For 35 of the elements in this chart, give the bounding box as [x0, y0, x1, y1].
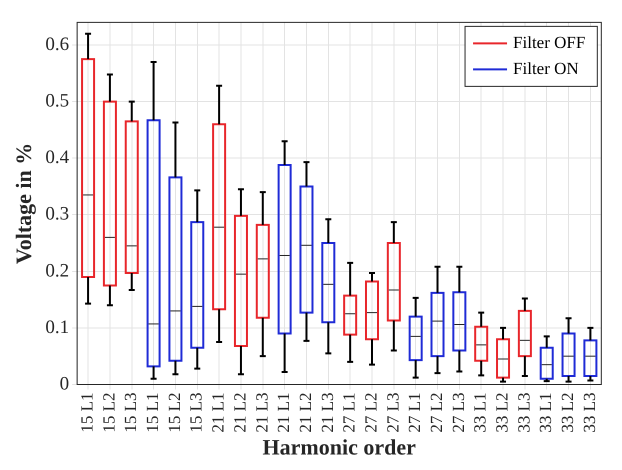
x-tick-label: 15 L3	[121, 392, 140, 433]
x-tick-label: 33 L3	[514, 392, 534, 433]
x-tick-label: 33 L1	[470, 392, 490, 433]
y-tick-label: 0.1	[45, 316, 70, 338]
x-tick-label: 33 L2	[492, 392, 512, 433]
x-tick-label: 15 L2	[99, 392, 118, 433]
x-tick-label: 21 L2	[230, 392, 250, 433]
legend-label: Filter OFF	[513, 32, 586, 52]
x-tick-label: 27 L3	[448, 392, 468, 433]
x-tick-label: 15 L2	[164, 392, 184, 433]
x-tick-label: 33 L2	[558, 392, 578, 433]
y-tick-label: 0.4	[45, 147, 70, 168]
x-tick-label: 33 L1	[536, 392, 556, 433]
x-tick-label: 27 L1	[340, 392, 359, 433]
x-tick-label: 27 L3	[383, 392, 402, 433]
x-tick-label: 21 L3	[318, 392, 337, 433]
x-tick-label: 21 L3	[252, 392, 272, 433]
y-tick-label: 0.3	[45, 204, 70, 225]
x-tick-label: 15 L1	[143, 392, 162, 433]
x-tick-label: 21 L1	[208, 392, 228, 433]
x-tick-label: 27 L1	[405, 392, 424, 433]
y-axis-title: Voltage in %	[10, 142, 36, 264]
x-tick-label: 21 L1	[274, 392, 294, 433]
y-tick-label: 0.2	[45, 260, 70, 282]
x-tick-label: 33 L3	[580, 392, 599, 433]
x-tick-label: 27 L2	[426, 392, 446, 433]
x-tick-label: 21 L2	[296, 392, 315, 433]
x-axis-title: Harmonic order	[262, 434, 416, 460]
y-tick-label: 0	[60, 373, 70, 394]
x-tick-label: 15 L1	[78, 392, 97, 433]
legend-label: Filter ON	[513, 58, 579, 78]
y-tick-label: 0.6	[45, 34, 70, 56]
x-tick-label: 27 L2	[361, 392, 380, 433]
y-tick-label: 0.5	[45, 90, 70, 112]
x-tick-label: 15 L3	[186, 392, 206, 433]
